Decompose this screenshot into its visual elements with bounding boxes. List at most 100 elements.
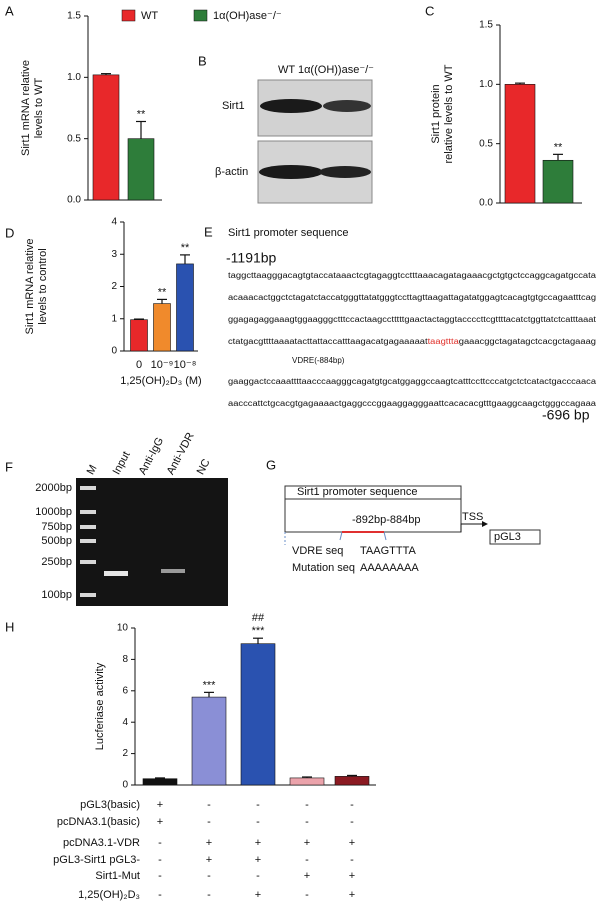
marker-label: 1000bp [35,506,72,518]
seq-row-value: AAAAAAAA [360,562,419,574]
error-bar [515,82,525,85]
y-tick-label: 3 [111,249,117,260]
condition-sign: - [158,837,162,849]
sequence-line: taggcttaagggacagtgtaccataaactcgtagaggtcc… [228,271,597,280]
blot-header: WT 1α((OH))ase⁻/⁻ [278,64,374,76]
condition-label: pGL3-Sirt1 pGL3- [53,854,140,866]
bar [127,138,155,201]
condition-sign: - [207,870,211,882]
condition-sign: - [305,854,309,866]
y-axis-label: Lucferiase activity [94,662,106,750]
panel-label: B [198,53,207,68]
band [161,569,185,573]
sequence-segment: gaaacggctagatagctcacgctagaaag [459,337,596,346]
diagram-title: Sirt1 promoter sequence [297,486,417,498]
y-tick-label: 1.0 [479,79,493,90]
site-label: -892bp-884bp [352,514,421,526]
error-bar [347,774,357,777]
seq-row-value: TAAGTTTA [360,545,416,557]
ladder-band [80,510,96,514]
band [319,166,371,178]
panel-label: C [425,3,434,18]
significance: *** [252,625,266,637]
y-tick-label: 0.5 [479,138,493,149]
y-tick-label: 2 [111,281,117,292]
sequence-line: ggagagaggaaagtggaagggctttccactaagccttttt… [228,315,597,324]
y-tick-label: 0.0 [479,198,493,209]
condition-sign: + [349,870,355,882]
panel-label: H [5,619,14,634]
ladder-band [80,486,96,490]
y-axis-label: Sirt1 protein [430,84,442,143]
sequence-segment: gaaggactccaaattttaacccaagggcagatgtgcatgg… [228,377,597,386]
vector-box [489,529,541,545]
y-tick-label: 1.0 [67,72,81,83]
x-tick-label: 10⁻⁸ [174,359,197,371]
y-tick-label: 8 [122,654,128,665]
y-axis-label: Sirt1 mRNA relative [20,60,32,156]
tss-arrow [460,523,486,532]
sequence-segment: taagttta [428,337,460,346]
ladder-band [80,525,96,529]
condition-sign: + [349,889,355,901]
significance: *** [203,679,217,691]
condition-label: pGL3(basic) [80,799,140,811]
legend-swatch [193,9,208,22]
y-axis-label: Sirt1 mRNA relative [24,239,36,335]
sequence-line: aacccattctgcacgtgagaaaactgaggcccggaaggag… [228,399,597,408]
blot-row-label: β-actin [215,166,248,178]
y-tick-label: 1 [111,313,117,324]
condition-sign: - [350,854,354,866]
significance: ** [554,141,563,153]
guide [339,531,343,541]
condition-sign: + [304,870,310,882]
error-bar [553,153,563,161]
significance: ** [181,242,190,254]
condition-sign: - [158,889,162,901]
bar [176,263,194,352]
y-tick-label: 4 [111,217,117,228]
sequence-line: ctatgacgttttaaaatacttattaccatttaagacatga… [228,337,596,346]
sequence-segment: aacccattctgcacgtgagaaaactgaggcccggaaggag… [228,399,597,408]
bar [504,84,536,204]
legend-label: WT [141,10,158,22]
gel [76,478,228,606]
y-axis-label: relative levels to WT [443,64,455,163]
condition-sign: + [255,889,261,901]
bar [191,696,227,786]
condition-sign: - [158,854,162,866]
marker-label: 2000bp [35,482,72,494]
vector-label: pGL3 [494,531,521,543]
bar [334,776,370,786]
x-tick-label: 0 [136,359,142,371]
condition-label: pcDNA3.1(basic) [57,816,140,828]
error-bar [136,120,146,139]
bar [542,159,574,204]
bar [240,643,276,786]
significance: ## [252,612,265,624]
band [104,571,128,576]
sequence-start: -1191bp [226,250,277,266]
condition-label: 1,25(OH)₂D₃ [78,889,140,901]
ladder-band [80,539,96,543]
condition-sign: - [256,799,260,811]
legend-label: 1α(OH)ase⁻/⁻ [213,10,282,22]
condition-sign: - [350,799,354,811]
bar [153,303,171,352]
marker-label: 750bp [41,521,72,533]
condition-label: pcDNA3.1-VDR [63,837,140,849]
marker-label: 500bp [41,535,72,547]
condition-sign: - [305,816,309,828]
significance: ** [137,108,146,120]
y-tick-label: 0 [111,346,117,357]
marker-label: 100bp [41,589,72,601]
blot-row-label: Sirt1 [222,100,245,112]
y-tick-label: 0.0 [67,195,81,206]
condition-sign: - [207,816,211,828]
condition-sign: - [256,816,260,828]
condition-sign: - [350,816,354,828]
y-tick-label: 1.5 [67,11,81,22]
sequence-title: Sirt1 promoter sequence [228,227,348,239]
y-tick-label: 2 [122,748,128,759]
